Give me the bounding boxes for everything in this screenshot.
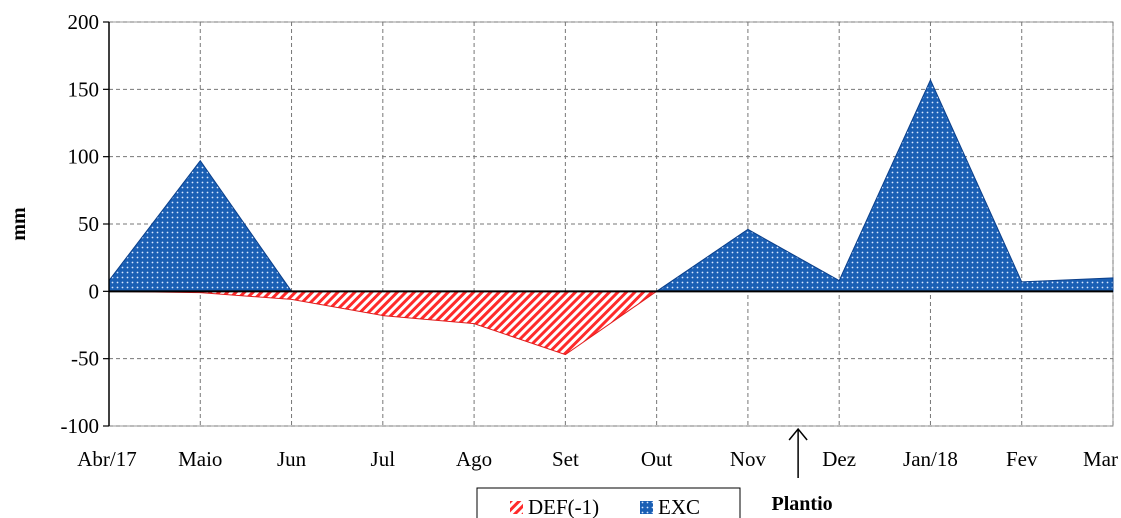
- y-axis-title: mm: [8, 207, 30, 241]
- x-tick-label: Out: [641, 447, 673, 471]
- y-tick-label: -50: [71, 347, 99, 371]
- y-tick-label: -100: [61, 414, 100, 438]
- y-tick-label: 0: [89, 279, 100, 303]
- x-tick-label: Fev: [1006, 447, 1038, 471]
- legend-label-exc: EXC: [658, 495, 700, 518]
- x-tick-label: Maio: [178, 447, 222, 471]
- x-tick-label: Abr/17: [77, 447, 137, 471]
- x-tick-label: Mar: [1083, 447, 1118, 471]
- y-tick-labels: 200 150 100 50 0 -50 -100: [61, 10, 100, 438]
- y-tick-label: 50: [78, 212, 99, 236]
- x-tick-label: Dez: [822, 447, 856, 471]
- plantio-annotation: Plantio: [772, 427, 833, 515]
- legend-swatch-def: [510, 501, 523, 514]
- plantio-label: Plantio: [772, 493, 833, 515]
- x-tick-label: Jan/18: [903, 447, 958, 471]
- x-tick-labels: Abr/17 Maio Jun Jul Ago Set Out Nov Dez Jan/18 Fev…: [77, 447, 1118, 471]
- legend-swatch-exc: [640, 501, 653, 514]
- legend: DEF(-1) EXC: [476, 487, 741, 518]
- y-tick-label: 150: [68, 77, 100, 101]
- y-tick-label: 100: [68, 145, 100, 169]
- x-tick-label: Ago: [456, 447, 492, 471]
- axes: [103, 21, 1113, 427]
- x-tick-label: Set: [552, 447, 579, 471]
- legend-label-def: DEF(-1): [528, 495, 599, 518]
- x-tick-label: Jul: [371, 447, 396, 471]
- y-tick-label: 200: [68, 10, 100, 34]
- x-tick-label: Jun: [277, 447, 307, 471]
- arrow-up-icon: [788, 427, 808, 441]
- x-tick-label: Nov: [730, 447, 767, 471]
